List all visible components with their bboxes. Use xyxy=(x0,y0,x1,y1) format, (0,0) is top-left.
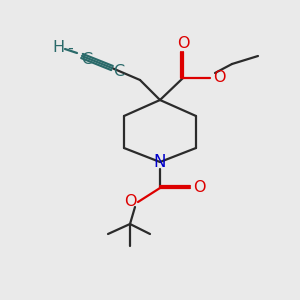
Text: N: N xyxy=(154,153,166,171)
Text: C: C xyxy=(81,52,93,67)
Text: O: O xyxy=(193,181,205,196)
Text: C: C xyxy=(113,64,124,79)
Text: -: - xyxy=(67,40,73,56)
Text: O: O xyxy=(177,35,189,50)
Text: O: O xyxy=(213,70,225,86)
Text: H: H xyxy=(52,40,64,55)
Text: O: O xyxy=(124,194,136,209)
